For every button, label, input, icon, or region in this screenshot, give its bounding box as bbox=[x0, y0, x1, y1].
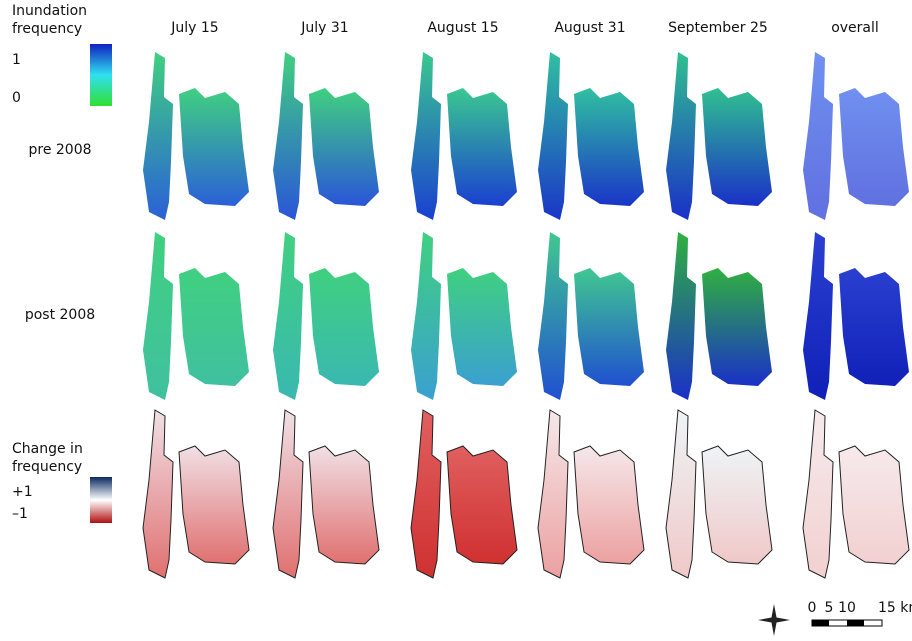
map-region bbox=[273, 52, 303, 220]
column-label: July 31 bbox=[300, 20, 348, 36]
map-region bbox=[803, 232, 833, 400]
column-label: September 25 bbox=[668, 20, 768, 36]
map-region bbox=[702, 268, 772, 386]
map-region bbox=[309, 268, 379, 386]
map-region bbox=[839, 88, 909, 206]
scale-label: 10 bbox=[838, 600, 856, 616]
map-region bbox=[838, 445, 910, 565]
map-region bbox=[143, 232, 173, 400]
row-label: pre 2008 bbox=[28, 142, 91, 158]
map-region bbox=[411, 232, 441, 400]
map-panel bbox=[538, 52, 644, 220]
scale-label: 15 km bbox=[878, 600, 912, 616]
map-region bbox=[803, 52, 833, 220]
scale-label: 5 bbox=[825, 600, 834, 616]
legend-title: Inundation frequency bbox=[12, 3, 88, 37]
legend-colorbar bbox=[90, 477, 112, 523]
legend-label: 1 bbox=[12, 52, 21, 68]
map-region bbox=[537, 409, 569, 579]
map-region bbox=[143, 52, 173, 220]
map-region bbox=[273, 232, 303, 400]
map-panel bbox=[538, 232, 644, 400]
legend-label: 0 bbox=[12, 90, 21, 106]
map-region bbox=[666, 52, 696, 220]
map-panel bbox=[802, 409, 910, 579]
map-region bbox=[308, 445, 380, 565]
map-region bbox=[574, 88, 644, 206]
map-panel bbox=[537, 409, 645, 579]
compass bbox=[758, 604, 790, 636]
column-label: August 31 bbox=[554, 20, 625, 36]
map-region bbox=[538, 52, 568, 220]
legend-colorbar bbox=[90, 44, 112, 106]
map-region bbox=[410, 409, 442, 579]
map-panel bbox=[803, 232, 909, 400]
map-region bbox=[411, 52, 441, 220]
column-label: August 15 bbox=[427, 20, 498, 36]
map-region bbox=[701, 445, 773, 565]
map-panel bbox=[665, 409, 773, 579]
map-panel bbox=[411, 52, 517, 220]
map-region bbox=[447, 268, 517, 386]
map-region bbox=[179, 88, 249, 206]
map-region bbox=[574, 268, 644, 386]
map-region bbox=[309, 88, 379, 206]
legend-title: Change in frequency bbox=[12, 441, 83, 475]
map-panel bbox=[272, 409, 380, 579]
map-panel bbox=[142, 409, 250, 579]
scale-bar bbox=[811, 619, 883, 627]
map-region bbox=[142, 409, 174, 579]
map-region bbox=[665, 409, 697, 579]
map-panel bbox=[143, 232, 249, 400]
column-label: overall bbox=[831, 20, 879, 36]
map-region bbox=[702, 88, 772, 206]
legend-label: +1 bbox=[12, 484, 33, 500]
column-label: July 15 bbox=[170, 20, 218, 36]
map-region bbox=[802, 409, 834, 579]
map-panel bbox=[666, 232, 772, 400]
map-panel bbox=[666, 52, 772, 220]
map-panel bbox=[143, 52, 249, 220]
map-region bbox=[447, 88, 517, 206]
legend-label: –1 bbox=[12, 506, 28, 522]
map-region bbox=[538, 232, 568, 400]
map-region bbox=[272, 409, 304, 579]
map-panel bbox=[411, 232, 517, 400]
map-panel bbox=[803, 52, 909, 220]
map-region bbox=[179, 268, 249, 386]
map-panel bbox=[273, 52, 379, 220]
map-region bbox=[666, 232, 696, 400]
map-region bbox=[573, 445, 645, 565]
scale-label: 0 bbox=[808, 600, 817, 616]
row-label: post 2008 bbox=[25, 307, 95, 323]
map-panel bbox=[410, 409, 518, 579]
map-panel bbox=[273, 232, 379, 400]
map-region bbox=[839, 268, 909, 386]
map-region bbox=[446, 445, 518, 565]
map-region bbox=[178, 445, 250, 565]
